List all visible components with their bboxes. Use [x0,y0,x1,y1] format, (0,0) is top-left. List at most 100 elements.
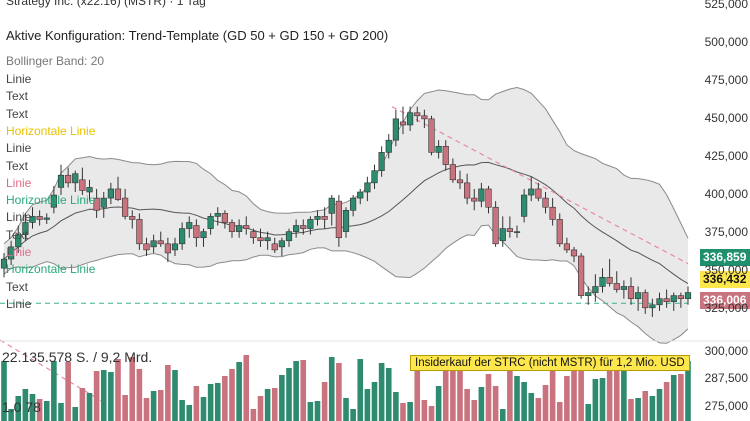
y-tick-label: 350,000 [704,263,748,278]
candle-body [563,243,570,251]
candle-body [521,194,528,217]
volume-bar [122,395,128,421]
volume-bar [670,375,677,421]
volume-tick-label: 287,500 [704,371,748,385]
candle-body [485,188,492,208]
candle-body [642,292,649,309]
volume-bar [307,402,314,421]
candle-body [471,197,478,202]
candle-body [171,243,179,251]
volume-bar [300,360,307,421]
candle-body [15,234,22,248]
legend-item[interactable]: Horizontale Linie [6,193,96,208]
candle-body [8,246,15,260]
volume-bar [29,394,36,421]
volume-bar [15,396,22,421]
candle-body [293,225,300,232]
candle-body [385,139,392,153]
candle-body [464,182,471,199]
volume-bar [157,390,164,421]
candle-body [186,222,193,229]
y-tick-label: 375,000 [704,225,748,240]
volume-bar [279,375,285,421]
volume-bar [321,382,328,421]
volume-bar [428,406,435,421]
volume-bar [136,369,143,421]
legend-item[interactable]: Text [6,227,29,242]
candle-body [342,209,350,232]
volume-bar [621,369,627,421]
volume-bar [507,365,513,421]
volume-label-secondary: 1.0 78 [2,399,41,415]
volume-bar [514,376,520,421]
legend-item[interactable]: Text [6,279,29,294]
candle-body [357,191,364,199]
legend-item[interactable]: Text [6,106,29,121]
legend-item[interactable]: Linie [6,296,32,311]
candle-body [449,164,456,181]
volume-bar [678,374,684,421]
legend-item[interactable]: Linie [6,72,32,86]
volume-bar [371,382,378,421]
volume-bar [8,409,14,421]
volume-bar [592,379,599,421]
volume-bar [72,407,79,421]
candle-body [435,145,442,153]
volume-bar [357,359,364,421]
volume-bar [421,400,428,421]
candle-body [107,188,114,199]
candle-body [414,112,421,117]
y-tick-label: 525,000 [704,0,748,11]
volume-bar [243,355,250,421]
volume-bar [100,370,107,421]
volume-bar [549,366,556,421]
volume-bar [442,355,449,421]
candle-body [492,206,499,245]
chart-title: Strategy Inc. (x22.16) (MSTR) · 1 Tag [6,0,206,8]
volume-bar [193,386,200,421]
active-configuration-label: Aktive Konfiguration: Trend-Template (GD… [6,28,389,43]
insider-annotation[interactable]: Insiderkauf der STRC (nicht MSTR) für 1,… [410,355,690,371]
candle-body [528,188,535,196]
volume-bar [528,393,535,421]
volume-bar [93,371,100,421]
bollinger-band-label: Bollinger Band: 20 [6,54,105,68]
volume-bar [36,399,43,421]
volume-bar [414,358,421,421]
candle-body [214,213,221,217]
legend-item[interactable]: Linie [6,210,32,225]
candle-body [613,283,620,290]
candle-body [122,197,129,217]
candle-body [499,228,506,242]
y-tick-label: 500,000 [704,34,748,49]
legend-item[interactable]: Text [6,158,29,173]
volume-bar [186,405,193,421]
legend-item[interactable]: Text [6,89,29,104]
candle-body [670,295,677,303]
volume-bar [435,386,442,421]
volume-bar [65,362,71,421]
candle-body [29,216,36,223]
volume-bar [628,399,634,421]
trend-line [391,106,689,265]
candle-body [428,118,435,153]
legend-item[interactable]: Linie [6,175,32,190]
volume-bar [535,398,542,421]
legend-item[interactable]: Linie [6,141,32,156]
candle-body [72,173,79,184]
legend-item[interactable]: Horizontale Linie [6,123,96,138]
volume-bar [172,370,178,421]
candle-body [677,295,684,299]
y-tick-label: 450,000 [704,110,748,125]
y-tick-label: 325,000 [704,301,748,316]
volume-bar [108,372,114,421]
y-tick-label: 475,000 [704,72,748,87]
candle-body [656,298,663,306]
volume-bar [115,359,121,421]
volume-bar [656,389,663,421]
legend-item[interactable]: Horizontale Linie [6,262,96,277]
candle-body [535,188,542,199]
candle-body [271,243,278,251]
legend-item[interactable]: Linie [6,245,32,259]
candle-body [549,206,556,220]
